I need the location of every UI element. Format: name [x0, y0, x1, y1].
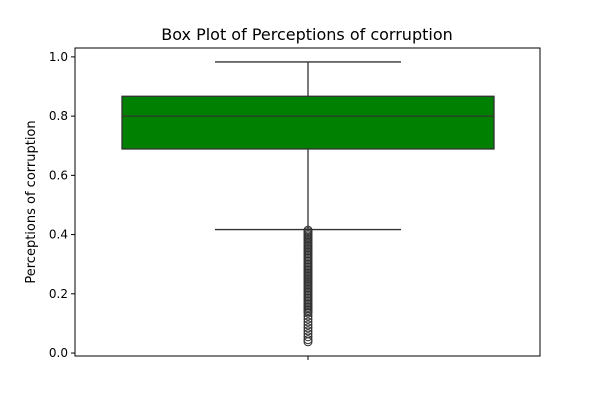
y-tick-label: 0.8	[49, 109, 68, 123]
y-tick-label: 0.4	[49, 228, 68, 242]
outlier-point	[303, 337, 313, 347]
outlier-point	[303, 335, 313, 345]
outlier-point	[303, 323, 313, 333]
outlier-point	[303, 314, 313, 324]
y-axis-label: Perceptions of corruption	[24, 120, 39, 283]
y-tick-label: 1.0	[49, 50, 68, 64]
outlier-point	[303, 317, 313, 327]
plot-area	[121, 61, 495, 347]
chart-title: Box Plot of Perceptions of corruption	[161, 25, 453, 44]
y-tick-label: 0.0	[49, 346, 68, 360]
outlier-point	[303, 332, 313, 342]
outlier-point	[303, 326, 313, 336]
outlier-point	[303, 308, 313, 318]
outlier-point	[303, 311, 313, 321]
iqr-box	[121, 95, 495, 150]
y-tick-label: 0.2	[49, 287, 68, 301]
y-tick-label: 0.6	[49, 168, 68, 182]
outlier-point	[303, 320, 313, 330]
